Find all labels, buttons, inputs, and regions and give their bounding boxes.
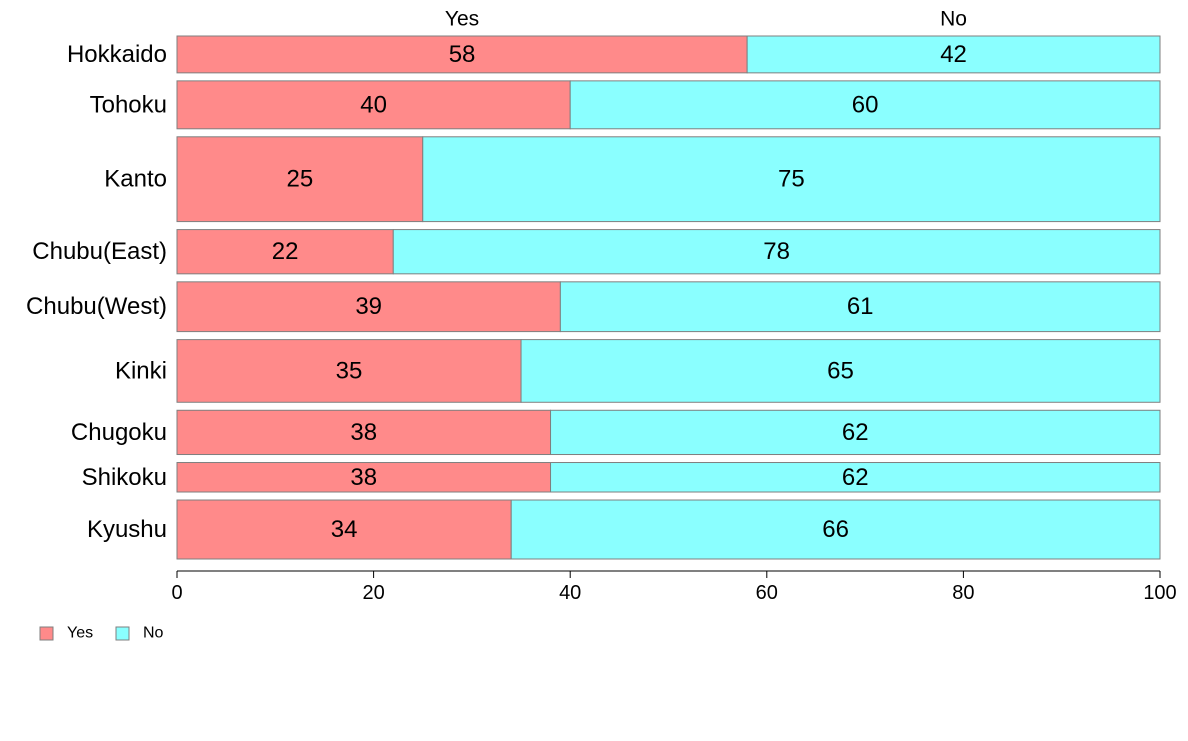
category-label: Tohoku <box>90 91 167 118</box>
data-label: 65 <box>827 357 854 384</box>
bar-segment-no <box>550 409 1161 456</box>
data-label: 42 <box>940 41 967 68</box>
x-tick-label: 80 <box>952 582 974 604</box>
bar-segment-yes <box>176 80 571 130</box>
bars-layer <box>176 35 1161 560</box>
top-label: No <box>940 8 967 31</box>
category-label: Kanto <box>104 166 167 193</box>
data-label: 35 <box>336 357 363 384</box>
data-label: 60 <box>852 91 879 118</box>
labels-layer: 58 42 Hokkaido 40 60 Tohoku 25 75 Kanto 22 78 Chubu… <box>26 8 967 544</box>
data-label: 34 <box>331 516 358 543</box>
data-label: 62 <box>842 464 869 491</box>
x-tick-label: 20 <box>362 582 384 604</box>
data-label: 62 <box>842 419 869 446</box>
x-tick-label: 60 <box>756 582 778 604</box>
bar-segment-no <box>550 462 1161 493</box>
data-label: 58 <box>449 41 476 68</box>
legend: Yes No <box>39 625 164 642</box>
x-tick-label: 0 <box>171 582 182 604</box>
bar-segment-yes <box>176 409 552 456</box>
legend-label: Yes <box>67 625 93 642</box>
data-label: 75 <box>778 166 805 193</box>
category-label: Kyushu <box>87 516 167 543</box>
top-label: Yes <box>445 8 479 31</box>
data-label: 25 <box>287 166 314 193</box>
bar-segment-yes <box>176 136 424 223</box>
category-label: Shikoku <box>82 464 167 491</box>
x-tick-label: 40 <box>559 582 581 604</box>
legend-label: No <box>143 625 164 642</box>
bar-segment-no <box>510 499 1161 560</box>
legend-swatch-yes <box>39 626 54 641</box>
category-label: Chugoku <box>71 419 167 446</box>
category-label: Kinki <box>115 357 167 384</box>
legend-swatch-no <box>115 626 130 641</box>
bar-segment-no <box>520 339 1161 403</box>
data-label: 39 <box>355 293 382 320</box>
bar-segment-no <box>569 80 1161 130</box>
bar-segment-yes <box>176 281 561 333</box>
category-label: Hokkaido <box>67 41 167 68</box>
bar-segment-yes <box>176 229 394 275</box>
bar-segment-no <box>746 35 1161 74</box>
category-label: Chubu(East) <box>32 238 167 265</box>
data-label: 61 <box>847 293 874 320</box>
data-label: 38 <box>350 419 377 446</box>
bar-segment-yes <box>176 35 748 74</box>
bar-segment-yes <box>176 499 512 560</box>
x-tick-label: 100 <box>1143 582 1176 604</box>
data-label: 38 <box>350 464 377 491</box>
bar-segment-no <box>392 229 1161 275</box>
data-label: 78 <box>763 238 790 265</box>
bar-segment-no <box>422 136 1161 223</box>
bar-segment-no <box>559 281 1161 333</box>
data-label: 22 <box>272 238 299 265</box>
x-axis: 0 20 40 60 80 100 <box>171 570 1177 604</box>
data-label: 66 <box>822 516 849 543</box>
category-label: Chubu(West) <box>26 293 167 320</box>
data-label: 40 <box>360 91 387 118</box>
